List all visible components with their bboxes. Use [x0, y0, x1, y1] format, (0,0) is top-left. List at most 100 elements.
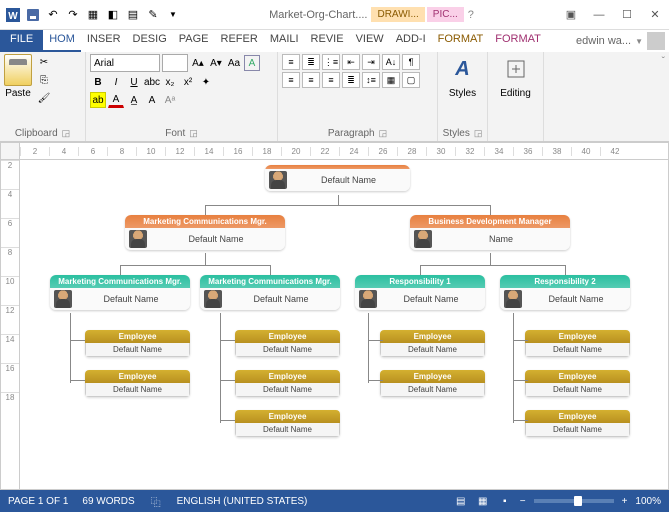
- editing-button[interactable]: Editing: [500, 88, 531, 99]
- word-count[interactable]: 69 WORDS: [82, 496, 134, 507]
- employee-node[interactable]: EmployeeDefault Name: [85, 330, 190, 357]
- zoom-slider[interactable]: [534, 499, 614, 503]
- qat-icon[interactable]: ✎: [144, 6, 162, 24]
- view-tab[interactable]: VIEW: [350, 30, 390, 52]
- highlight-icon[interactable]: ab: [90, 92, 106, 108]
- redo-icon[interactable]: ↷: [64, 6, 82, 24]
- org-node[interactable]: Marketing Communications Mgr.Default Nam…: [200, 275, 340, 310]
- word-icon[interactable]: W: [4, 6, 22, 24]
- org-node[interactable]: Marketing Communications Mgr.Default Nam…: [50, 275, 190, 310]
- qat-icon[interactable]: ▦: [84, 6, 102, 24]
- drawing-tools-tab[interactable]: DRAWI...: [371, 7, 424, 22]
- styles-launcher-icon[interactable]: ◲: [474, 128, 483, 139]
- print-layout-icon[interactable]: ▦: [476, 494, 490, 508]
- qat-dropdown-icon[interactable]: ▼: [164, 6, 182, 24]
- char-icon[interactable]: A̲: [126, 92, 142, 108]
- ribbon-collapse-icon[interactable]: ▣: [557, 5, 585, 25]
- superscript-icon[interactable]: x²: [180, 74, 196, 90]
- employee-node[interactable]: EmployeeDefault Name: [525, 330, 630, 357]
- addins-tab[interactable]: ADD-I: [390, 30, 432, 52]
- line-spacing-icon[interactable]: ↕≡: [362, 72, 380, 88]
- font-size-input[interactable]: [162, 54, 188, 72]
- subscript-icon[interactable]: x₂: [162, 74, 178, 90]
- page-indicator[interactable]: PAGE 1 OF 1: [8, 496, 68, 507]
- char-icon[interactable]: A: [144, 92, 160, 108]
- insert-tab[interactable]: INSER: [81, 30, 127, 52]
- file-tab[interactable]: FILE: [0, 30, 43, 52]
- text-effects-icon[interactable]: ✦: [198, 74, 214, 90]
- language-indicator[interactable]: ENGLISH (UNITED STATES): [177, 496, 308, 507]
- help-icon[interactable]: ?: [468, 9, 474, 21]
- qat-icon[interactable]: ▤: [124, 6, 142, 24]
- paste-button[interactable]: Paste: [5, 88, 31, 99]
- multilevel-icon[interactable]: ⋮≡: [322, 54, 340, 70]
- references-tab[interactable]: REFER: [215, 30, 264, 52]
- org-node[interactable]: Business Development ManagerName: [410, 215, 570, 250]
- collapse-ribbon-icon[interactable]: ˇ: [658, 52, 669, 141]
- clipboard-launcher-icon[interactable]: ◲: [62, 128, 71, 139]
- home-tab[interactable]: HOM: [43, 30, 81, 52]
- vertical-ruler[interactable]: 24681012141618: [0, 160, 20, 490]
- bullets-icon[interactable]: ≡: [282, 54, 300, 70]
- find-icon[interactable]: [501, 54, 531, 84]
- employee-node[interactable]: EmployeeDefault Name: [525, 410, 630, 437]
- minimize-icon[interactable]: —: [585, 5, 613, 25]
- numbering-icon[interactable]: ≣: [302, 54, 320, 70]
- align-center-icon[interactable]: ≡: [302, 72, 320, 88]
- employee-node[interactable]: EmployeeDefault Name: [525, 370, 630, 397]
- char-icon[interactable]: Aᵃ: [162, 92, 178, 108]
- change-case-icon[interactable]: Aa: [226, 55, 242, 71]
- org-node[interactable]: Marketing Communications Mgr.Default Nam…: [125, 215, 285, 250]
- show-marks-icon[interactable]: ¶: [402, 54, 420, 70]
- review-tab[interactable]: REVIE: [305, 30, 350, 52]
- strike-icon[interactable]: abc: [144, 74, 160, 90]
- horizontal-ruler[interactable]: 24681012141618202224262830323436384042: [20, 142, 669, 160]
- styles-icon[interactable]: A: [448, 54, 478, 84]
- employee-node[interactable]: EmployeeDefault Name: [380, 370, 485, 397]
- org-node[interactable]: Responsibility 2Default Name: [500, 275, 630, 310]
- drawing-format-tab[interactable]: FORMAT: [432, 30, 490, 52]
- employee-node[interactable]: EmployeeDefault Name: [235, 330, 340, 357]
- inc-indent-icon[interactable]: ⇥: [362, 54, 380, 70]
- paste-icon[interactable]: [4, 54, 32, 86]
- borders-icon[interactable]: ▢: [402, 72, 420, 88]
- copy-icon[interactable]: ⎘: [36, 72, 52, 88]
- cut-icon[interactable]: ✂: [36, 54, 52, 70]
- web-layout-icon[interactable]: ▪: [498, 494, 512, 508]
- shading-icon[interactable]: ▦: [382, 72, 400, 88]
- org-node[interactable]: Default Name: [265, 165, 410, 191]
- zoom-in-icon[interactable]: +: [622, 496, 628, 507]
- page-layout-tab[interactable]: PAGE: [173, 30, 215, 52]
- spell-check-icon[interactable]: ⿻: [149, 494, 163, 508]
- maximize-icon[interactable]: ☐: [613, 5, 641, 25]
- font-name-input[interactable]: [90, 54, 160, 72]
- save-icon[interactable]: [24, 6, 42, 24]
- employee-node[interactable]: EmployeeDefault Name: [85, 370, 190, 397]
- font-color-icon[interactable]: A: [108, 92, 124, 108]
- sort-icon[interactable]: A↓: [382, 54, 400, 70]
- shrink-font-icon[interactable]: A▾: [208, 55, 224, 71]
- align-left-icon[interactable]: ≡: [282, 72, 300, 88]
- align-right-icon[interactable]: ≡: [322, 72, 340, 88]
- mailings-tab[interactable]: MAILI: [264, 30, 305, 52]
- format-painter-icon[interactable]: 🖌: [36, 90, 52, 106]
- zoom-level[interactable]: 100%: [635, 496, 661, 507]
- zoom-out-icon[interactable]: −: [520, 496, 526, 507]
- undo-icon[interactable]: ↶: [44, 6, 62, 24]
- underline-icon[interactable]: U: [126, 74, 142, 90]
- picture-format-tab[interactable]: FORMAT: [489, 30, 547, 52]
- justify-icon[interactable]: ≣: [342, 72, 360, 88]
- font-launcher-icon[interactable]: ◲: [189, 128, 198, 139]
- dec-indent-icon[interactable]: ⇤: [342, 54, 360, 70]
- grow-font-icon[interactable]: A▴: [190, 55, 206, 71]
- qat-icon[interactable]: ◧: [104, 6, 122, 24]
- avatar[interactable]: [647, 32, 665, 50]
- paragraph-launcher-icon[interactable]: ◲: [379, 128, 388, 139]
- picture-tools-tab[interactable]: PIC...: [427, 7, 464, 22]
- user-name[interactable]: edwin wa...: [576, 35, 631, 47]
- read-mode-icon[interactable]: ▤: [454, 494, 468, 508]
- org-node[interactable]: Responsibility 1Default Name: [355, 275, 485, 310]
- close-icon[interactable]: ✕: [641, 5, 669, 25]
- clear-format-icon[interactable]: A: [244, 55, 260, 71]
- employee-node[interactable]: EmployeeDefault Name: [235, 410, 340, 437]
